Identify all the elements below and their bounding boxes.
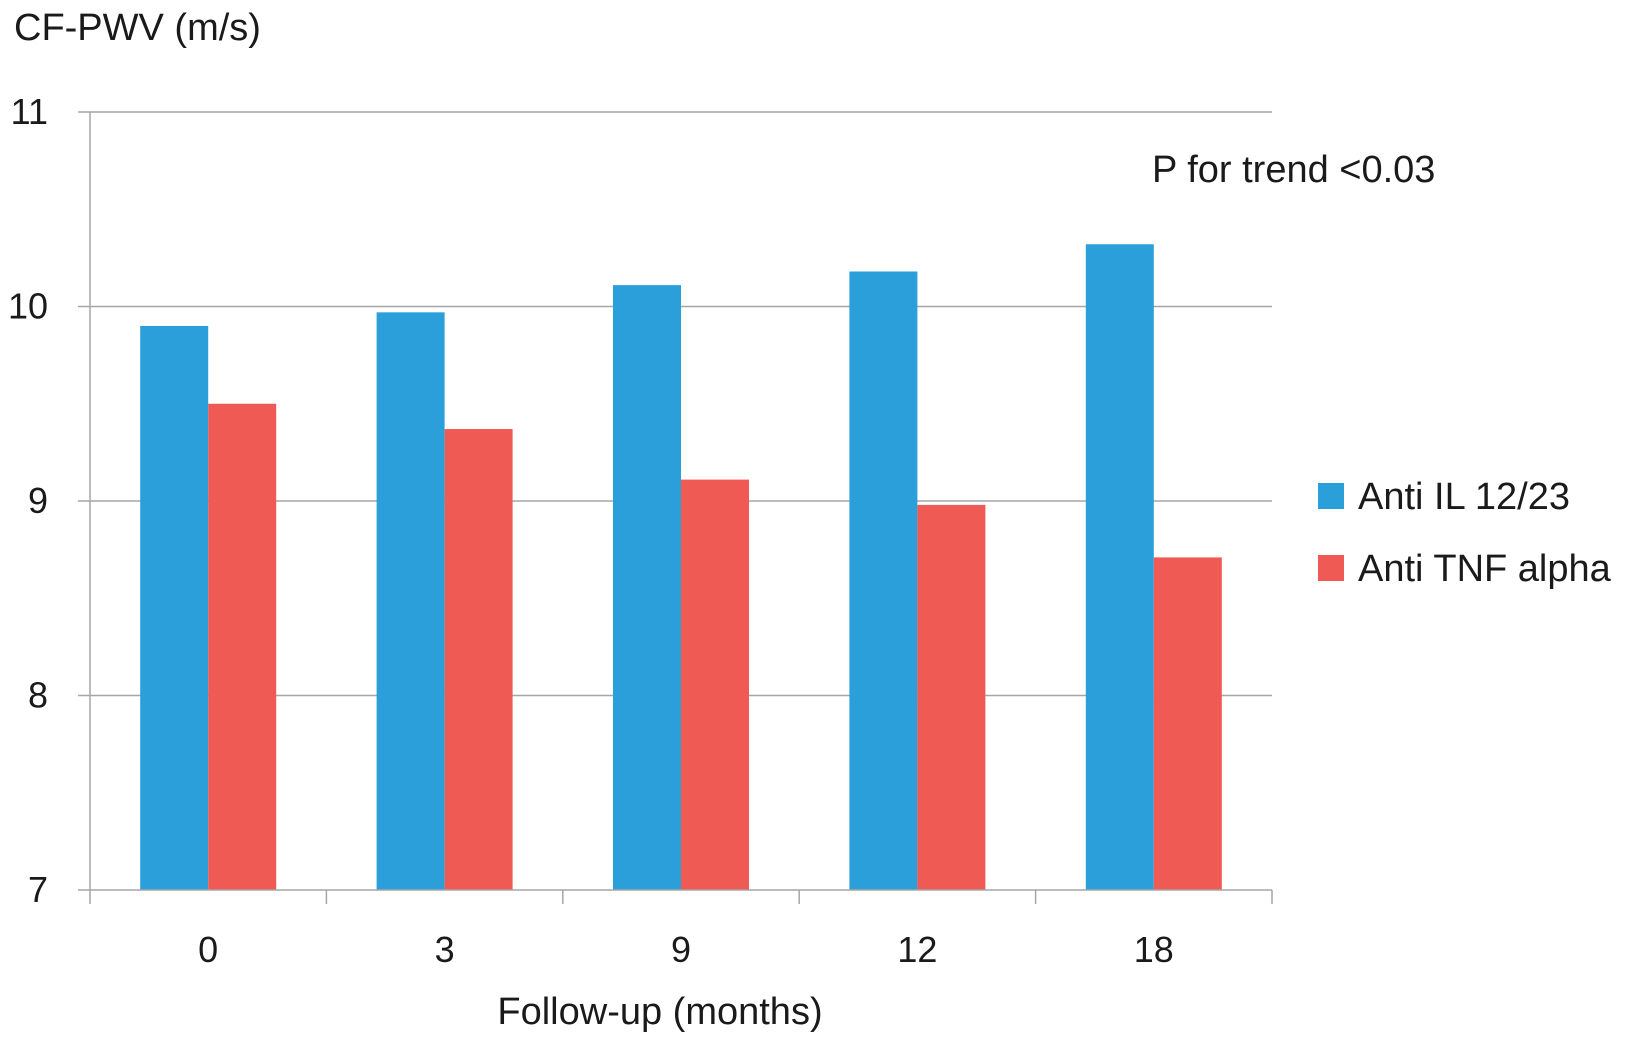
y-tick-label-3: 10 xyxy=(8,286,48,327)
x-tick-label-3: 3 xyxy=(435,929,455,970)
legend: Anti IL 12/23 Anti TNF alpha xyxy=(1318,476,1612,590)
bar-0-18 xyxy=(1085,244,1154,890)
axes xyxy=(78,111,1273,904)
y-axis-title: CF-PWV (m/s) xyxy=(14,7,261,49)
bar-1-12 xyxy=(917,504,986,890)
legend-swatch-series-0 xyxy=(1318,483,1344,509)
x-tick-label-9: 9 xyxy=(671,929,691,970)
x-axis-title: Follow-up (months) xyxy=(497,991,822,1033)
tick-labels: 7 8 9 10 11 0 3 9 12 18 xyxy=(8,91,1174,970)
y-tick-label-1: 8 xyxy=(28,675,48,716)
y-tick-label-4: 11 xyxy=(11,91,48,132)
trend-annotation: P for trend <0.03 xyxy=(1152,149,1435,191)
bar-0-0 xyxy=(140,325,209,890)
bar-0-12 xyxy=(849,271,918,890)
x-tick-label-0: 0 xyxy=(198,929,218,970)
bar-1-0 xyxy=(208,403,277,890)
bar-1-9 xyxy=(681,479,749,890)
bar-1-3 xyxy=(444,429,513,890)
legend-label-series-0: Anti IL 12/23 xyxy=(1358,476,1570,518)
x-tick-label-18: 18 xyxy=(1134,929,1174,970)
x-tick-label-12: 12 xyxy=(897,929,937,970)
bar-0-3 xyxy=(376,312,445,891)
bar-0-9 xyxy=(613,285,681,891)
legend-label-series-1: Anti TNF alpha xyxy=(1358,548,1612,590)
bar-1-18 xyxy=(1153,557,1222,890)
bars xyxy=(140,244,1222,891)
legend-swatch-series-1 xyxy=(1318,555,1344,581)
y-tick-label-0: 7 xyxy=(28,869,48,910)
y-tick-label-2: 9 xyxy=(28,480,48,521)
